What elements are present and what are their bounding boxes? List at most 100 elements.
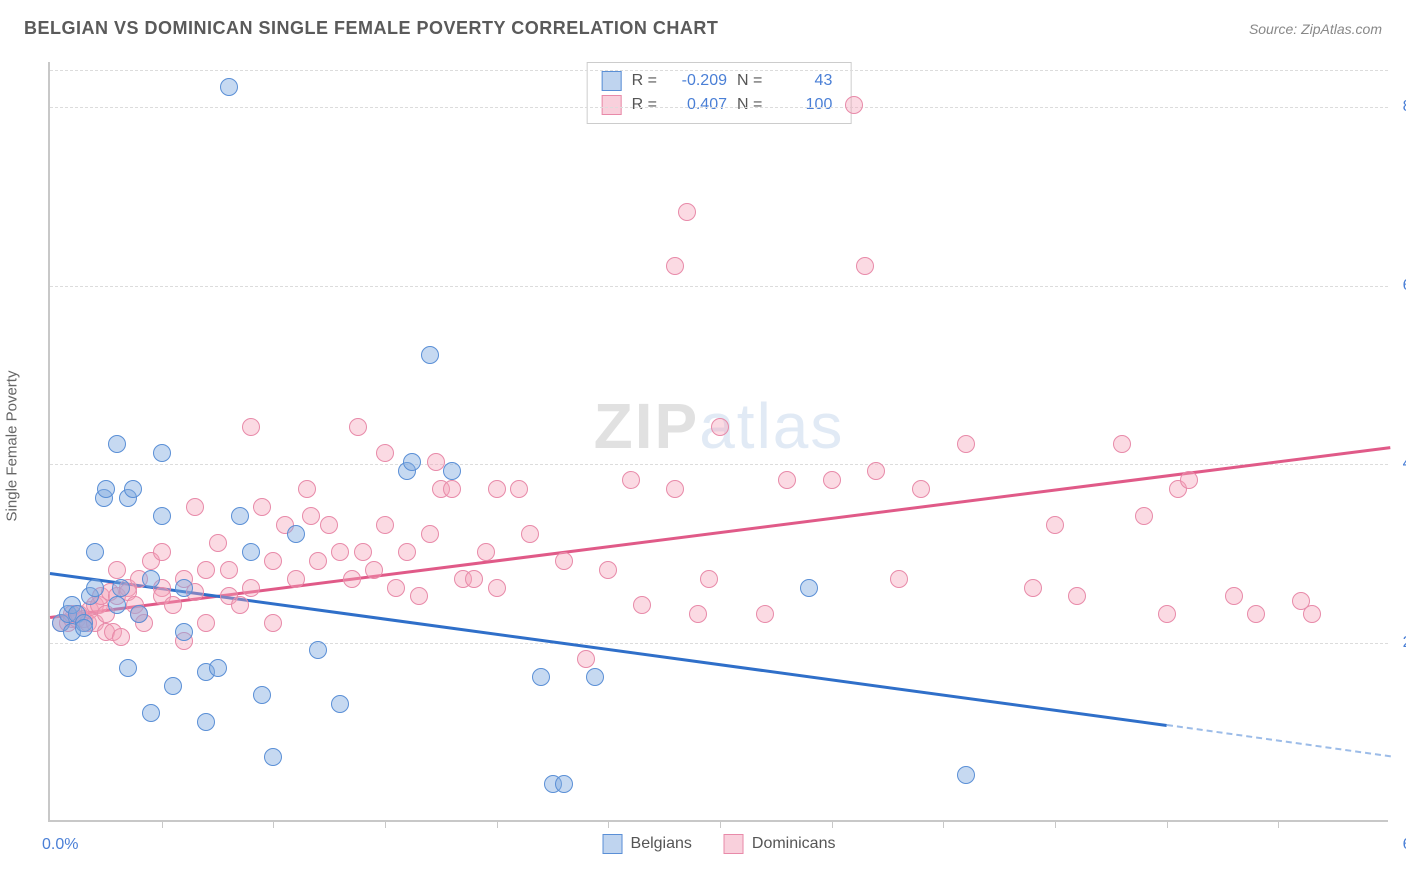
data-point: [443, 462, 461, 480]
data-point: [398, 543, 416, 561]
data-point: [1024, 579, 1042, 597]
data-point: [320, 516, 338, 534]
data-point: [108, 596, 126, 614]
gridline: [50, 464, 1388, 465]
n-value-dominicans: 100: [772, 93, 832, 117]
data-point: [75, 619, 93, 637]
data-point: [264, 552, 282, 570]
data-point: [331, 543, 349, 561]
data-point: [142, 704, 160, 722]
data-point: [376, 516, 394, 534]
data-point: [823, 471, 841, 489]
x-tick-label: 60.0%: [1403, 836, 1406, 854]
data-point: [365, 561, 383, 579]
data-point: [510, 480, 528, 498]
data-point: [421, 346, 439, 364]
data-point: [622, 471, 640, 489]
data-point: [421, 525, 439, 543]
data-point: [666, 257, 684, 275]
stats-box: R = -0.209 N = 43 R = 0.407 N = 100: [587, 62, 852, 124]
y-tick-label: 40.0%: [1403, 455, 1406, 473]
data-point: [1247, 605, 1265, 623]
x-tick: [832, 820, 833, 828]
data-point: [577, 650, 595, 668]
data-point: [231, 507, 249, 525]
data-point: [197, 561, 215, 579]
data-point: [108, 435, 126, 453]
data-point: [309, 552, 327, 570]
data-point: [800, 579, 818, 597]
data-point: [700, 570, 718, 588]
data-point: [410, 587, 428, 605]
y-tick-label: 80.0%: [1403, 98, 1406, 116]
data-point: [197, 713, 215, 731]
x-tick: [608, 820, 609, 828]
data-point: [521, 525, 539, 543]
data-point: [302, 507, 320, 525]
scatter-chart: ZIPatlas R = -0.209 N = 43 R = 0.407 N =…: [48, 62, 1388, 822]
data-point: [689, 605, 707, 623]
gridline: [50, 286, 1388, 287]
x-tick-label: 0.0%: [42, 836, 78, 854]
swatch-dominicans-icon: [602, 95, 622, 115]
x-tick: [1278, 820, 1279, 828]
data-point: [242, 579, 260, 597]
data-point: [209, 534, 227, 552]
data-point: [778, 471, 796, 489]
legend-swatch-dominicans-icon: [724, 834, 744, 854]
trend-line: [50, 572, 1167, 726]
data-point: [86, 579, 104, 597]
legend-label-dominicans: Dominicans: [752, 835, 836, 853]
data-point: [264, 748, 282, 766]
data-point: [586, 668, 604, 686]
data-point: [130, 605, 148, 623]
data-point: [112, 628, 130, 646]
data-point: [164, 677, 182, 695]
data-point: [253, 686, 271, 704]
data-point: [957, 435, 975, 453]
data-point: [1225, 587, 1243, 605]
data-point: [477, 543, 495, 561]
data-point: [856, 257, 874, 275]
data-point: [1180, 471, 1198, 489]
data-point: [349, 418, 367, 436]
data-point: [387, 579, 405, 597]
chart-title: BELGIAN VS DOMINICAN SINGLE FEMALE POVER…: [24, 18, 718, 39]
bottom-legend: Belgians Dominicans: [603, 834, 836, 854]
data-point: [532, 668, 550, 686]
stat-row-dominicans: R = 0.407 N = 100: [602, 93, 833, 117]
data-point: [309, 641, 327, 659]
data-point: [354, 543, 372, 561]
x-tick: [1055, 820, 1056, 828]
gridline: [50, 70, 1388, 71]
data-point: [678, 203, 696, 221]
data-point: [1046, 516, 1064, 534]
data-point: [1113, 435, 1131, 453]
x-tick: [720, 820, 721, 828]
header: BELGIAN VS DOMINICAN SINGLE FEMALE POVER…: [0, 0, 1406, 49]
x-tick: [162, 820, 163, 828]
r-value-belgians: -0.209: [667, 69, 727, 93]
y-axis-title: Single Female Poverty: [4, 371, 21, 522]
data-point: [186, 498, 204, 516]
data-point: [331, 695, 349, 713]
n-value-belgians: 43: [772, 69, 832, 93]
r-value-dominicans: 0.407: [667, 93, 727, 117]
r-label: R =: [632, 69, 657, 93]
data-point: [142, 570, 160, 588]
y-tick-label: 60.0%: [1403, 277, 1406, 295]
data-point: [153, 444, 171, 462]
data-point: [957, 766, 975, 784]
x-tick: [943, 820, 944, 828]
gridline: [50, 643, 1388, 644]
data-point: [264, 614, 282, 632]
data-point: [867, 462, 885, 480]
data-point: [633, 596, 651, 614]
data-point: [153, 507, 171, 525]
data-point: [555, 552, 573, 570]
data-point: [209, 659, 227, 677]
data-point: [119, 659, 137, 677]
y-tick-label: 20.0%: [1403, 634, 1406, 652]
data-point: [465, 570, 483, 588]
data-point: [175, 623, 193, 641]
